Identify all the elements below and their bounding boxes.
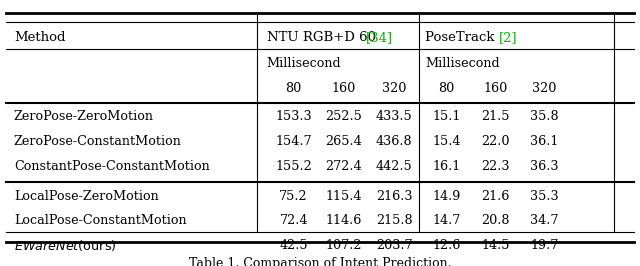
Text: 436.8: 436.8 [376, 135, 412, 148]
Text: ConstantPose-ConstantMotion: ConstantPose-ConstantMotion [14, 160, 210, 173]
Text: 272.4: 272.4 [326, 160, 362, 173]
Text: 154.7: 154.7 [275, 135, 312, 148]
Text: 215.8: 215.8 [376, 214, 412, 227]
Text: Method: Method [14, 31, 65, 44]
Text: 265.4: 265.4 [326, 135, 362, 148]
Text: 21.6: 21.6 [481, 190, 510, 203]
Text: 203.7: 203.7 [376, 239, 412, 252]
Text: Millisecond: Millisecond [426, 57, 500, 70]
Text: 14.7: 14.7 [433, 214, 461, 227]
Text: 216.3: 216.3 [376, 190, 412, 203]
Text: 15.1: 15.1 [433, 110, 461, 123]
Text: 433.5: 433.5 [376, 110, 412, 123]
Text: 442.5: 442.5 [376, 160, 412, 173]
Text: 80: 80 [285, 82, 302, 95]
Text: 115.4: 115.4 [326, 190, 362, 203]
Text: 153.3: 153.3 [275, 110, 312, 123]
Text: 34.7: 34.7 [531, 214, 559, 227]
Text: 107.2: 107.2 [326, 239, 362, 252]
Text: 42.5: 42.5 [279, 239, 308, 252]
Text: 160: 160 [483, 82, 508, 95]
Text: [2]: [2] [499, 31, 517, 44]
Text: 21.5: 21.5 [481, 110, 510, 123]
Text: Millisecond: Millisecond [267, 57, 341, 70]
Text: 19.7: 19.7 [531, 239, 559, 252]
Text: Table 1. Comparison of Intent Prediction.: Table 1. Comparison of Intent Prediction… [189, 257, 451, 266]
Text: ZeroPose-ZeroMotion: ZeroPose-ZeroMotion [14, 110, 154, 123]
Text: [34]: [34] [366, 31, 393, 44]
Text: 155.2: 155.2 [275, 160, 312, 173]
Text: NTU RGB+D 60: NTU RGB+D 60 [267, 31, 380, 44]
Text: LocalPose-ZeroMotion: LocalPose-ZeroMotion [14, 190, 159, 203]
Text: ZeroPose-ConstantMotion: ZeroPose-ConstantMotion [14, 135, 182, 148]
Text: 22.0: 22.0 [481, 135, 510, 148]
Text: 160: 160 [332, 82, 356, 95]
Text: 15.4: 15.4 [433, 135, 461, 148]
Text: 16.1: 16.1 [433, 160, 461, 173]
Text: 320: 320 [532, 82, 557, 95]
Text: 20.8: 20.8 [481, 214, 510, 227]
Text: 14.5: 14.5 [481, 239, 510, 252]
Text: 114.6: 114.6 [326, 214, 362, 227]
Text: 14.9: 14.9 [433, 190, 461, 203]
Text: 252.5: 252.5 [325, 110, 362, 123]
Text: 80: 80 [438, 82, 455, 95]
Text: 36.1: 36.1 [531, 135, 559, 148]
Text: 36.3: 36.3 [531, 160, 559, 173]
Text: 12.6: 12.6 [433, 239, 461, 252]
Text: LocalPose-ConstantMotion: LocalPose-ConstantMotion [14, 214, 186, 227]
Text: 22.3: 22.3 [481, 160, 510, 173]
Text: $\mathit{EWareNet}$$\mathrm{(ours)}$: $\mathit{EWareNet}$$\mathrm{(ours)}$ [14, 238, 116, 253]
Text: 320: 320 [382, 82, 406, 95]
Text: 75.2: 75.2 [279, 190, 308, 203]
Text: PoseTrack: PoseTrack [426, 31, 499, 44]
Text: 35.8: 35.8 [530, 110, 559, 123]
Text: 35.3: 35.3 [530, 190, 559, 203]
Text: 72.4: 72.4 [280, 214, 308, 227]
